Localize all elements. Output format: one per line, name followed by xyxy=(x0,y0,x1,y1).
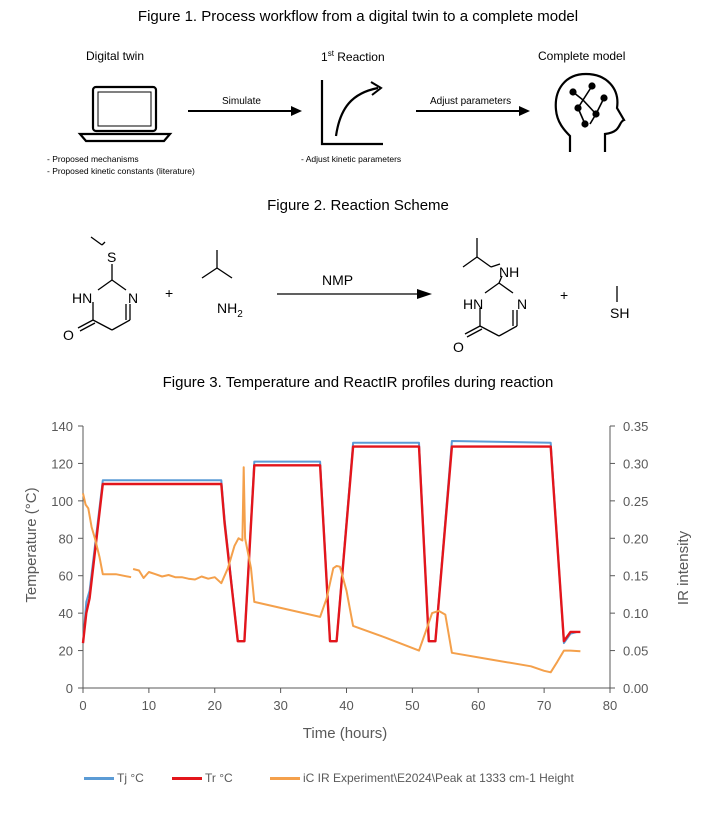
atom-o-2: O xyxy=(453,339,464,355)
product-pyrimidine xyxy=(462,238,518,338)
y2-tick-label: 0.00 xyxy=(623,681,648,696)
atom-nh: NH xyxy=(499,264,519,280)
temperature-ir-chart: 0 10 20 30 40 50 60 70 80 0 20 40 60 80 100 120 140 0.00 0… xyxy=(23,419,648,742)
y2-tick-label: 0.15 xyxy=(623,569,648,584)
atom-n-1: N xyxy=(128,290,138,306)
atom-o-1: O xyxy=(63,327,74,343)
y-tick-label: 140 xyxy=(51,419,73,434)
figure3-caption: Figure 3. Temperature and ReactIR profil… xyxy=(162,374,554,391)
plus-sign-2: + xyxy=(560,287,568,303)
legend-tj-swatch xyxy=(84,776,114,780)
y-axis-title: Temperature (°C) xyxy=(23,487,40,602)
x-tick-label: 30 xyxy=(273,698,287,713)
ir-series-line xyxy=(132,466,581,674)
figure2-caption: Figure 2. Reaction Scheme xyxy=(267,197,449,214)
digital-twin-label: Digital twin xyxy=(86,49,145,63)
atom-nh2: NH2 xyxy=(217,300,243,320)
complete-model-label: Complete model xyxy=(538,49,626,63)
reaction-scheme: S HN N O + NH2 NMP NH HN N O + SH xyxy=(63,236,629,355)
y-tick-label: 0 xyxy=(66,681,73,696)
reaction-arrow xyxy=(277,289,432,299)
y-tick-label: 120 xyxy=(51,456,73,471)
curve-graph-icon xyxy=(320,80,383,146)
y2-title-holder: IR intensity xyxy=(675,530,692,605)
digital-twin-notes: - Proposed mechanisms - Proposed kinetic… xyxy=(47,154,195,176)
atom-hn-1: HN xyxy=(72,290,92,306)
tr-series-line xyxy=(81,445,581,644)
y2-tick-label: 0.05 xyxy=(623,644,648,659)
adjust-parameters-label: Adjust parameters xyxy=(430,96,512,107)
y2-tick-label: 0.25 xyxy=(623,494,648,509)
reagent-label: NMP xyxy=(322,272,353,288)
reactant-pyrimidine xyxy=(77,236,131,332)
ir-series-line xyxy=(82,493,132,579)
atom-sh: SH xyxy=(610,305,629,321)
y-tick-label: 100 xyxy=(51,494,73,509)
y2-tick-label: 0.30 xyxy=(623,456,648,471)
legend-ir: iC IR Experiment\E2024\Peak at 1333 cm-1… xyxy=(270,771,574,785)
tj-series-line xyxy=(82,440,578,645)
atom-hn-2: HN xyxy=(463,296,483,312)
y-tick-label: 20 xyxy=(59,644,73,659)
x-tick-label: 10 xyxy=(142,698,156,713)
legend-tj: Tj °C xyxy=(84,771,144,785)
x-tick-label: 80 xyxy=(603,698,617,713)
figure1-caption: Figure 1. Process workflow from a digita… xyxy=(137,8,579,25)
simulate-label: Simulate xyxy=(222,96,261,107)
x-tick-label: 0 xyxy=(79,698,86,713)
y2-tick-label: 0.10 xyxy=(623,606,648,621)
x-tick-label: 60 xyxy=(471,698,485,713)
reaction-note: - Adjust kinetic parameters xyxy=(301,154,402,164)
x-tick-label: 40 xyxy=(339,698,353,713)
y2-axis-title-text: IR intensity xyxy=(675,530,692,605)
reactant-isopropylamine xyxy=(201,250,233,279)
plus-sign-1: + xyxy=(165,285,173,301)
adjust-arrow xyxy=(416,106,530,116)
x-tick-label: 20 xyxy=(208,698,222,713)
figure1-graphics xyxy=(77,72,626,152)
legend-tr: Tr °C xyxy=(172,771,233,785)
x-tick-label: 50 xyxy=(405,698,419,713)
first-reaction-label: 1st Reaction xyxy=(321,49,385,64)
simulate-arrow xyxy=(188,106,302,116)
brain-head-icon xyxy=(554,72,626,152)
atom-n-2: N xyxy=(517,296,527,312)
y-tick-label: 80 xyxy=(59,531,73,546)
legend-ir-swatch xyxy=(270,776,300,780)
x-tick-label: 70 xyxy=(537,698,551,713)
laptop-icon xyxy=(77,85,173,143)
y-tick-label: 60 xyxy=(59,569,73,584)
y-tick-label: 40 xyxy=(59,606,73,621)
x-axis-title: Time (hours) xyxy=(303,725,387,742)
y2-tick-label: 0.35 xyxy=(623,419,648,434)
atom-s: S xyxy=(107,249,116,265)
y2-tick-label: 0.20 xyxy=(623,531,648,546)
legend-tr-swatch xyxy=(172,776,202,780)
